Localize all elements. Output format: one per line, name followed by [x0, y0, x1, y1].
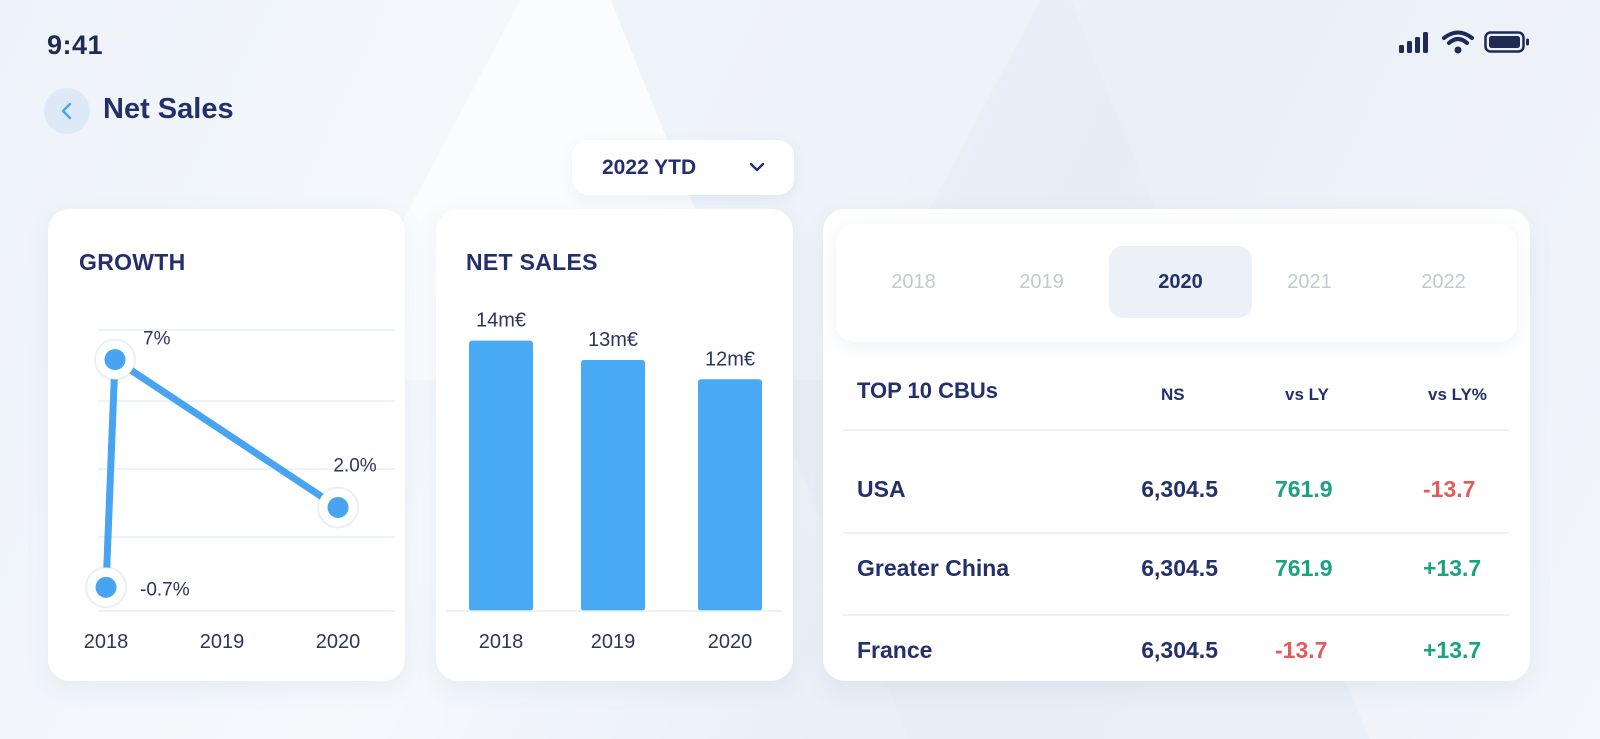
table-divider	[843, 429, 1509, 431]
bar-value-label: 12m€	[705, 348, 755, 370]
column-header-vs-ly-pct: vs LY%	[1428, 385, 1487, 404]
bar	[698, 379, 762, 611]
row-cbu-name: Greater China	[857, 555, 1010, 581]
data-point	[327, 496, 349, 518]
status-time: 9:41	[47, 30, 104, 60]
x-tick-label: 2020	[316, 631, 361, 653]
row-cbu-name: France	[857, 637, 933, 663]
growth-chart: -0.7% 7% 2.0% 2018 2019 2020	[84, 329, 395, 653]
row-vs-ly-value: 761.9	[1275, 476, 1333, 502]
table-divider	[843, 532, 1509, 534]
tab-year-2022[interactable]: 2022	[1421, 270, 1466, 293]
data-label: 7%	[143, 329, 171, 350]
tab-year-2018[interactable]: 2018	[891, 270, 936, 293]
row-vs-ly-value: 761.9	[1275, 555, 1333, 581]
data-point	[104, 349, 126, 371]
cbu-table-card: 2018 2019 2020 2021 2022 TOP 10 CBUs NS …	[823, 209, 1530, 681]
year-tabs: 2018 2019 2020 2021 2022	[836, 224, 1517, 342]
wifi-icon	[1442, 30, 1474, 54]
column-header-ns: NS	[1161, 385, 1185, 404]
row-vs-ly-pct-value: +13.7	[1423, 555, 1482, 581]
growth-card: GROWTH -0.7% 7% 2.0% 2018 2019 2020	[48, 209, 405, 681]
row-vs-ly-pct-value: +13.7	[1423, 637, 1482, 663]
table-divider	[843, 614, 1509, 616]
x-tick-label: 2019	[200, 631, 245, 653]
bar	[581, 359, 645, 611]
row-vs-ly-pct-value: -13.7	[1423, 476, 1476, 502]
growth-title: GROWTH	[79, 249, 186, 275]
data-label: 2.0%	[333, 455, 376, 476]
chevron-down-icon	[749, 162, 765, 172]
x-tick-label: 2020	[708, 631, 753, 653]
period-dropdown[interactable]: 2022 YTD	[572, 140, 794, 195]
data-label: -0.7%	[140, 579, 190, 600]
row-cbu-name: USA	[857, 476, 906, 502]
x-tick-label: 2018	[479, 631, 524, 653]
bar-value-label: 14m€	[476, 310, 526, 332]
status-icons	[1398, 30, 1530, 54]
back-button[interactable]	[44, 88, 90, 134]
x-tick-label: 2018	[84, 631, 129, 653]
net-sales-title: NET SALES	[466, 249, 598, 275]
tab-year-2019[interactable]: 2019	[1019, 270, 1064, 293]
column-header-vs-ly: vs LY	[1285, 385, 1329, 404]
period-value: 2022 YTD	[602, 155, 697, 179]
battery-icon	[1484, 31, 1529, 53]
row-ns-value: 6,304.5	[1141, 555, 1218, 581]
net-sales-card: NET SALES 14m€ 2018 13m€ 2019 12m€ 2020	[436, 209, 793, 681]
row-ns-value: 6,304.5	[1141, 476, 1218, 502]
data-point	[95, 576, 117, 598]
signal-icon	[1399, 32, 1428, 53]
row-vs-ly-value: -13.7	[1275, 637, 1328, 663]
tab-year-2020[interactable]: 2020	[1109, 246, 1252, 318]
growth-series-line	[102, 356, 342, 591]
bar-value-label: 13m€	[588, 329, 638, 351]
x-tick-label: 2019	[591, 631, 636, 653]
page-title: Net Sales	[103, 93, 234, 125]
table-title: TOP 10 CBUs	[857, 378, 999, 403]
tab-year-2021[interactable]: 2021	[1287, 270, 1332, 293]
bar	[469, 340, 533, 611]
net-sales-chart: 14m€ 2018 13m€ 2019 12m€ 2020	[446, 310, 783, 653]
row-ns-value: 6,304.5	[1141, 637, 1218, 663]
chevron-left-icon	[61, 102, 72, 120]
